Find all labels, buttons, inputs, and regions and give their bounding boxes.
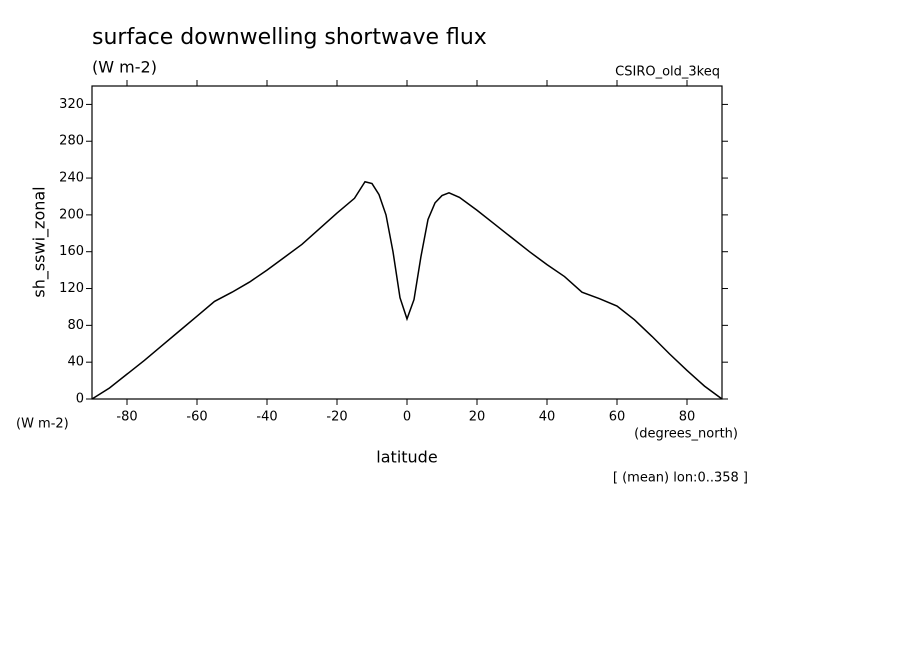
y-tick-label: 200 [59,207,84,222]
x-tick-label: -20 [326,410,347,425]
y-tick-label: 160 [59,244,84,259]
y-tick-label: 40 [67,355,84,370]
plot-frame [91,85,723,400]
x-tick-label: 40 [539,410,556,425]
x-units: (degrees_north) [634,427,738,442]
data-line [91,180,723,400]
y-tick-label: 280 [59,134,84,149]
note: [ (mean) lon:0..358 ] [613,471,748,486]
y-tick-label: 120 [59,281,84,296]
y-tick-label: 0 [76,392,84,407]
x-tick-label: -60 [186,410,207,425]
y-tick-label: 80 [67,318,84,333]
x-tick-label: 20 [469,410,486,425]
chart-title: surface downwelling shortwave flux [92,25,487,50]
units: (W m-2) [92,58,157,77]
x-tick-label: -80 [116,410,137,425]
x-tick-label: 80 [679,410,696,425]
x-tick-label: 60 [609,410,626,425]
y-units: (W m-2) [16,417,69,432]
y-axis-label: sh_sswi_zonal [30,186,50,297]
y-tick-label: 240 [59,171,84,186]
x-axis-label: latitude [376,448,437,467]
x-tick-label: -40 [256,410,277,425]
dataset-label: CSIRO_old_3keq [615,65,720,80]
y-tick-label: 320 [59,97,84,112]
x-tick-label: 0 [403,410,411,425]
